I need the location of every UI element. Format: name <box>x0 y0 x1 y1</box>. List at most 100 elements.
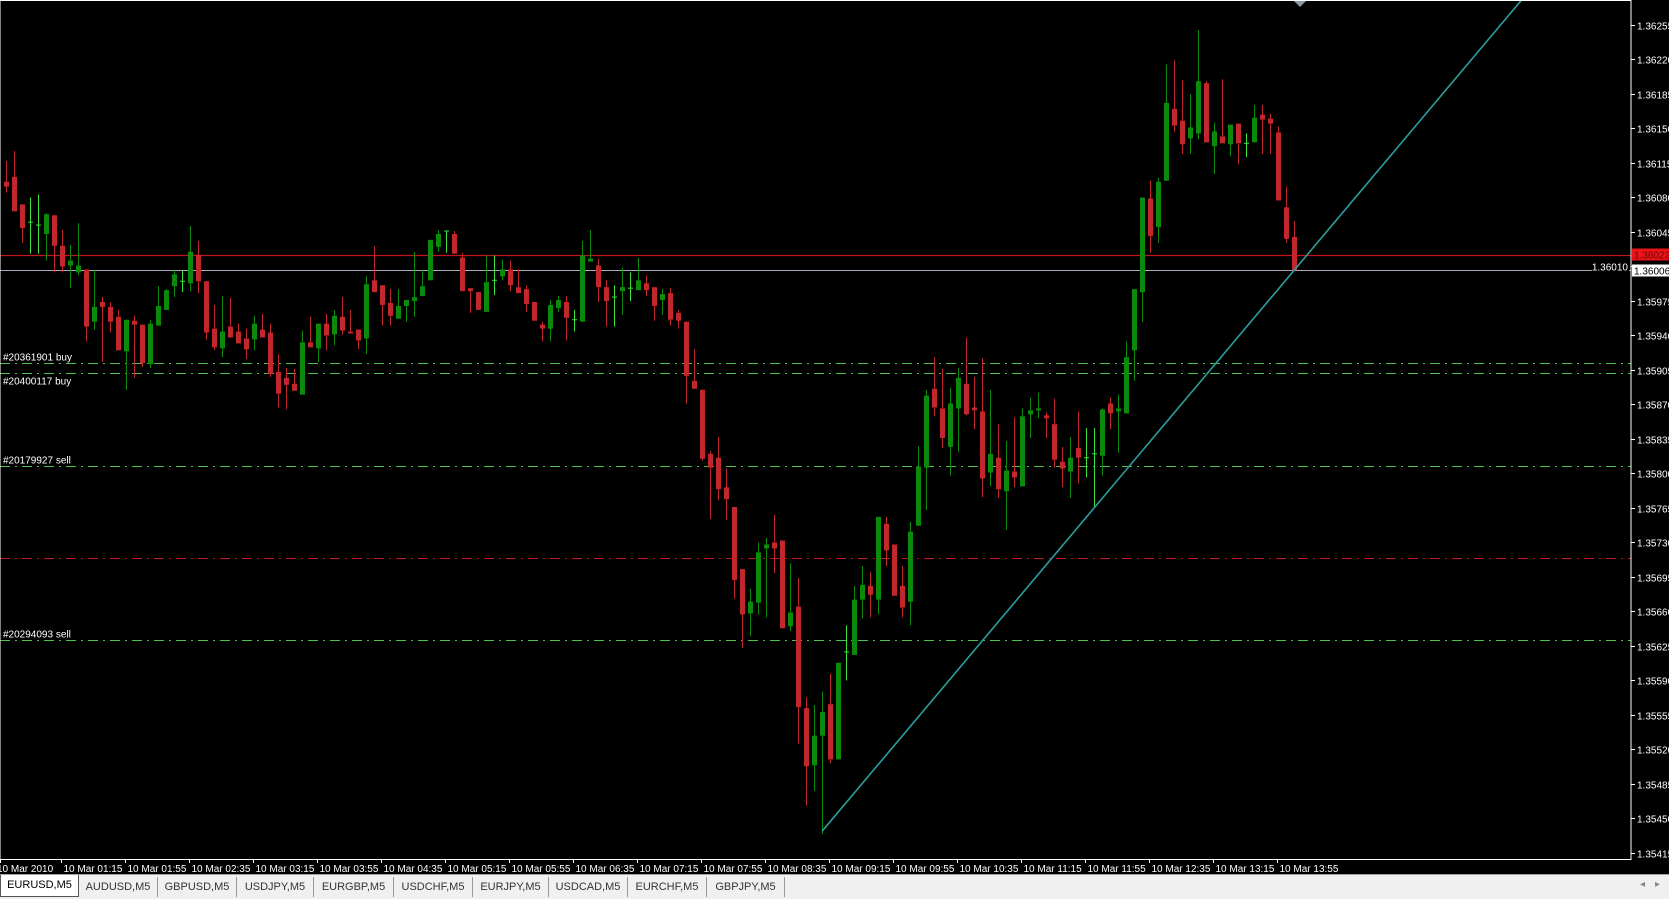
candle-body <box>124 319 129 352</box>
candle-body <box>724 487 729 500</box>
candle <box>172 270 177 298</box>
candle <box>884 516 889 567</box>
candle-body <box>172 274 177 287</box>
candle <box>532 301 537 321</box>
candle <box>1196 29 1201 140</box>
candle-body <box>820 712 825 736</box>
trend-line[interactable] <box>821 0 1523 832</box>
tab-eurchf-m5[interactable]: EURCHF,M5 <box>628 877 707 897</box>
price-chart[interactable]: #20361901 buy #20400117 buy #20179927 sell… <box>0 0 1669 874</box>
candle <box>428 239 433 281</box>
chart-shift-marker-icon[interactable] <box>1294 1 1306 7</box>
candle-body <box>956 377 961 409</box>
candle-body <box>1004 470 1009 492</box>
candle-body <box>1124 357 1129 414</box>
ask-price-tag <box>1632 248 1669 261</box>
candle-body <box>732 507 737 580</box>
trend-line-group[interactable] <box>821 0 1523 832</box>
price-tick-label: 1.35485 <box>1637 781 1669 792</box>
candle <box>1076 411 1081 484</box>
candle <box>924 389 929 510</box>
tab-usdjpy-m5[interactable]: USDJPY,M5 <box>237 877 314 897</box>
tab-eurjpy-m5[interactable]: EURJPY,M5 <box>473 877 549 897</box>
tab-usdcad-m5[interactable]: USDCAD,M5 <box>549 877 628 897</box>
candle-body <box>716 457 721 490</box>
candle-body <box>524 289 529 304</box>
candle-body <box>460 257 465 292</box>
price-axis[interactable]: 1.36255 1.36220 1.36185 1.36150 1.36115 1.360… <box>1592 22 1669 861</box>
candle-body <box>756 552 761 603</box>
candle <box>380 285 385 326</box>
candle-body <box>412 297 417 301</box>
candle-body <box>788 612 793 627</box>
chart-tab-bar: EURUSD,M5 AUDUSD,M5 GBPUSD,M5 USDJPY,M5 EURG… <box>0 874 1669 899</box>
candle-body <box>772 542 777 549</box>
candle-body <box>1132 289 1137 351</box>
candle <box>316 323 321 363</box>
candle-body <box>940 408 945 439</box>
candle-body <box>236 331 241 344</box>
candle <box>940 369 945 448</box>
candle-body <box>1068 457 1073 472</box>
price-tick-label: 1.35415 <box>1637 850 1669 861</box>
tab-gbpjpy-m5[interactable]: GBPJPY,M5 <box>707 877 785 897</box>
candle-body <box>1228 124 1233 145</box>
candle-body <box>60 245 65 267</box>
candle <box>588 230 593 262</box>
tab-usdchf-m5[interactable]: USDCHF,M5 <box>394 877 473 897</box>
candle <box>748 588 753 637</box>
time-axis[interactable]: 10 Mar 2010 10 Mar 01:15 10 Mar 01:55 10 Ma… <box>0 859 1339 874</box>
candles <box>4 29 1297 835</box>
candle <box>196 240 201 294</box>
candle <box>364 276 369 355</box>
candle <box>708 450 713 519</box>
candle <box>644 275 649 297</box>
tab-audusd-m5[interactable]: AUDUSD,M5 <box>79 877 158 897</box>
order-label: #20179927 sell <box>3 456 71 467</box>
candle <box>372 245 377 293</box>
candle <box>1212 122 1217 174</box>
tab-eurgbp-m5[interactable]: EURGBP,M5 <box>314 877 394 897</box>
scroll-right-arrow-icon[interactable]: ▸ <box>1655 879 1661 890</box>
candle-body <box>252 323 257 340</box>
tab-gbpusd-m5[interactable]: GBPUSD,M5 <box>158 877 237 897</box>
candle <box>540 321 545 342</box>
candle <box>404 300 409 322</box>
candle <box>164 289 169 310</box>
candle-body <box>244 338 249 350</box>
candle-body <box>532 301 537 321</box>
candle <box>220 296 225 358</box>
candle <box>796 577 801 744</box>
candle <box>68 244 73 289</box>
candle-body <box>700 389 705 459</box>
candle <box>1052 398 1057 468</box>
candle <box>188 226 193 292</box>
candle <box>108 301 113 333</box>
candle <box>524 285 529 312</box>
candle <box>1180 80 1185 155</box>
tab-eurusd-m5[interactable]: EURUSD,M5 <box>0 875 79 897</box>
candle <box>860 566 865 619</box>
candle <box>580 240 585 322</box>
time-tick-label: 10 Mar 05:55 <box>512 864 571 874</box>
time-tick-label: 10 Mar 09:15 <box>832 864 891 874</box>
price-tick-label: 1.36010 <box>1592 263 1629 274</box>
candle-body <box>900 585 905 608</box>
candle-body <box>932 388 937 408</box>
candle-body <box>1212 131 1217 147</box>
candle-body <box>948 403 953 447</box>
candle <box>1188 94 1193 155</box>
candle-body <box>860 584 865 600</box>
candle <box>340 297 345 335</box>
candle <box>628 272 633 301</box>
scroll-left-arrow-icon[interactable]: ◂ <box>1640 879 1646 890</box>
time-tick-label: 10 Mar 08:35 <box>768 864 827 874</box>
candle-body <box>964 383 969 415</box>
candle-body <box>148 323 153 365</box>
candle <box>204 281 209 340</box>
order-label: #20294093 sell <box>3 630 71 641</box>
price-tick-label: 1.35450 <box>1637 815 1669 826</box>
candle-body <box>644 283 649 291</box>
candle-body <box>476 292 481 310</box>
candle <box>60 230 65 273</box>
